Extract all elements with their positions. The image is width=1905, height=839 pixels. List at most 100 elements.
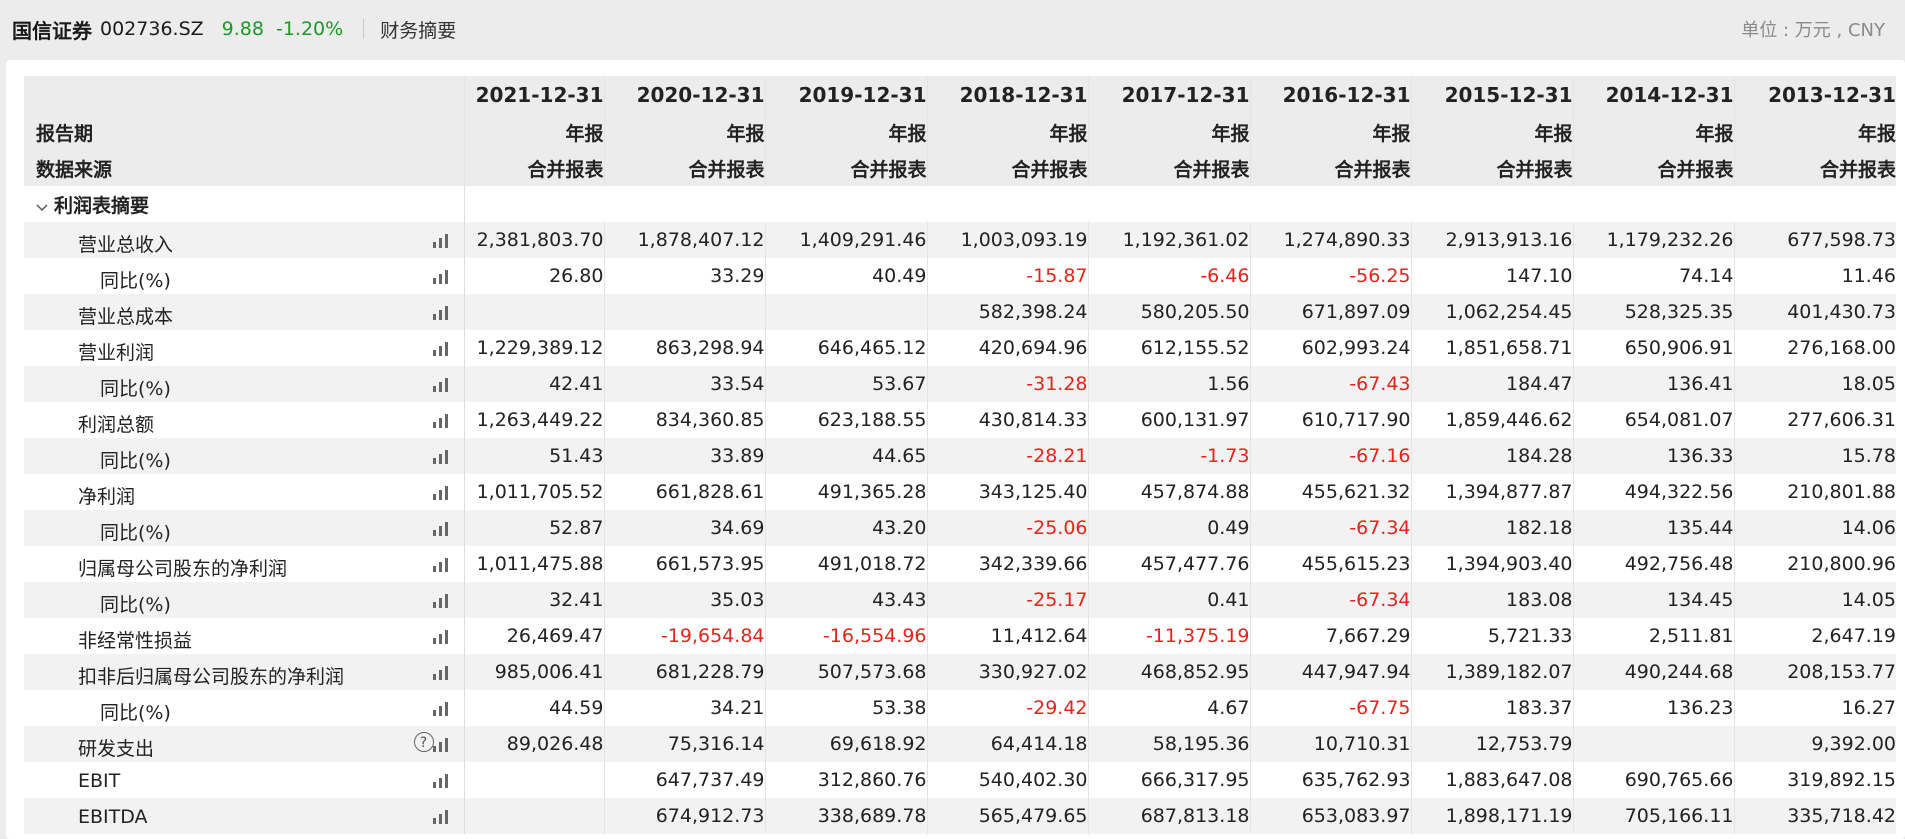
table-cell: 277,606.31 xyxy=(1733,402,1896,438)
table-cell: 635,762.93 xyxy=(1249,762,1411,798)
table-cell: 40.49 xyxy=(764,258,927,294)
row-label: 同比(%) xyxy=(100,594,171,616)
table-cell: 468,852.95 xyxy=(1087,654,1250,690)
price-change: -1.20% xyxy=(275,18,344,40)
stock-price: 9.88 xyxy=(221,18,264,40)
table-cell: 52.87 xyxy=(463,510,604,546)
table-cell: 671,897.09 xyxy=(1249,294,1411,330)
table-cell: 69,618.92 xyxy=(764,726,927,762)
table-cell: 1.56 xyxy=(1087,366,1250,402)
table-cell: 9,392.00 xyxy=(1733,726,1896,762)
bar-chart-icon[interactable] xyxy=(432,521,452,536)
table-cell: 528,325.35 xyxy=(1572,294,1734,330)
table-cell: 2,381,803.70 xyxy=(463,222,604,258)
table-cell: 661,573.95 xyxy=(603,546,765,582)
column-period-type: 年报 xyxy=(1733,114,1896,150)
table-cell: 136.41 xyxy=(1572,366,1734,402)
bar-chart-icon[interactable] xyxy=(432,557,452,572)
table-cell: 1,062,254.45 xyxy=(1410,294,1573,330)
header-row-source: 数据来源 合并报表 合并报表 合并报表 合并报表 合并报表 合并报表 合并报表 合并报表 合并报表 xyxy=(24,150,1896,186)
table-cell: 491,018.72 xyxy=(764,546,927,582)
bar-chart-icon[interactable] xyxy=(432,413,452,428)
table-cell: 136.23 xyxy=(1572,690,1734,726)
stock-code: 002736.SZ xyxy=(100,18,204,40)
row-label-cell: 营业利润 xyxy=(24,330,465,366)
table-cell: -29.42 xyxy=(926,690,1088,726)
column-date: 2015-12-31 xyxy=(1410,76,1573,114)
table-cell: 64,414.18 xyxy=(926,726,1088,762)
table-row: 营业利润 1,229,389.12 863,298.94 646,465.12 420,… xyxy=(24,330,1896,366)
bar-chart-icon[interactable] xyxy=(432,269,452,284)
table-cell: 457,874.88 xyxy=(1087,474,1250,510)
table-cell: 2,647.19 xyxy=(1733,618,1896,654)
table-cell: 1,011,475.88 xyxy=(463,546,604,582)
table-cell: 0.49 xyxy=(1087,510,1250,546)
section-title: 利润表摘要 xyxy=(54,194,150,217)
table-row: 营业总收入 2,381,803.70 1,878,407.12 1,409,291.4… xyxy=(24,222,1896,258)
table-cell: 10,710.31 xyxy=(1249,726,1411,762)
table-cell: 11.46 xyxy=(1733,258,1896,294)
table-cell: 580,205.50 xyxy=(1087,294,1250,330)
section-income-statement[interactable]: 利润表摘要 xyxy=(24,186,1896,222)
table-cell: -16,554.96 xyxy=(764,618,927,654)
bar-chart-icon[interactable] xyxy=(432,701,452,716)
table-cell: 681,228.79 xyxy=(603,654,765,690)
table-row: 同比(%) 32.41 35.03 43.43 -25.17 0.41 -67.34 183.… xyxy=(24,582,1896,618)
row-label-cell: 同比(%) xyxy=(24,690,465,726)
help-icon[interactable]: ? xyxy=(413,732,434,752)
table-cell: 1,883,647.08 xyxy=(1410,762,1573,798)
table-cell: 89,026.48 xyxy=(463,726,604,762)
top-bar: 国信证券 002736.SZ 9.88 -1.20% 财务摘要 单位 : 万元 … xyxy=(0,0,1905,58)
column-source: 合并报表 xyxy=(1249,150,1411,186)
bar-chart-icon[interactable] xyxy=(432,593,452,608)
bar-chart-icon[interactable] xyxy=(432,629,452,644)
table-cell: -67.75 xyxy=(1249,690,1411,726)
bar-chart-icon[interactable] xyxy=(432,377,452,392)
table-cell: 1,898,171.19 xyxy=(1410,798,1573,834)
table-cell: 492,756.48 xyxy=(1572,546,1734,582)
table-cell: 401,430.73 xyxy=(1733,294,1896,330)
table-cell: -19,654.84 xyxy=(603,618,765,654)
table-cell: 26,469.47 xyxy=(463,618,604,654)
table-cell: 430,814.33 xyxy=(926,402,1088,438)
table-cell: 12,753.79 xyxy=(1410,726,1573,762)
table-cell: -67.16 xyxy=(1249,438,1411,474)
row-label-cell: 利润总额 xyxy=(24,402,465,438)
table-cell: 26.80 xyxy=(463,258,604,294)
section-toggle[interactable]: 利润表摘要 xyxy=(24,186,465,222)
table-cell: -6.46 xyxy=(1087,258,1250,294)
table-cell: 15.78 xyxy=(1733,438,1896,474)
column-period-type: 年报 xyxy=(463,114,604,150)
chevron-down-icon[interactable] xyxy=(36,195,50,217)
bar-chart-icon[interactable] xyxy=(432,341,452,356)
table-cell xyxy=(463,294,604,330)
table-cell: 1,878,407.12 xyxy=(603,222,765,258)
row-label-cell: 研发支出? xyxy=(24,726,465,762)
bar-chart-icon[interactable] xyxy=(432,485,452,500)
column-period-type: 年报 xyxy=(603,114,765,150)
unit-label: 单位 : 万元 , CNY xyxy=(1741,20,1885,41)
bar-chart-icon[interactable] xyxy=(432,305,452,320)
header-row-period: 报告期 年报 年报 年报 年报 年报 年报 年报 年报 年报 xyxy=(24,114,1896,150)
row-label-cell: 营业总收入 xyxy=(24,222,465,258)
table-cell: 184.47 xyxy=(1410,366,1573,402)
bar-chart-icon[interactable] xyxy=(432,737,452,752)
table-cell: 183.37 xyxy=(1410,690,1573,726)
table-cell: 661,828.61 xyxy=(603,474,765,510)
table-cell: 491,365.28 xyxy=(764,474,927,510)
table-cell: -25.17 xyxy=(926,582,1088,618)
table-row: 研发支出? 89,026.48 75,316.14 69,618.92 64,414.1… xyxy=(24,726,1896,762)
row-label: 非经常性损益 xyxy=(78,630,193,652)
bar-chart-icon[interactable] xyxy=(432,809,452,824)
table-cell: -11,375.19 xyxy=(1087,618,1250,654)
column-source: 合并报表 xyxy=(1410,150,1573,186)
table-cell: 42.41 xyxy=(463,366,604,402)
table-row: 利润总额 1,263,449.22 834,360.85 623,188.55 430,… xyxy=(24,402,1896,438)
table-row: 归属母公司股东的净利润 1,011,475.88 661,573.95 491,018… xyxy=(24,546,1896,582)
bar-chart-icon[interactable] xyxy=(432,665,452,680)
table-cell: 490,244.68 xyxy=(1572,654,1734,690)
bar-chart-icon[interactable] xyxy=(432,233,452,248)
bar-chart-icon[interactable] xyxy=(432,449,452,464)
row-label: 研发支出 xyxy=(78,738,155,760)
bar-chart-icon[interactable] xyxy=(432,773,452,788)
